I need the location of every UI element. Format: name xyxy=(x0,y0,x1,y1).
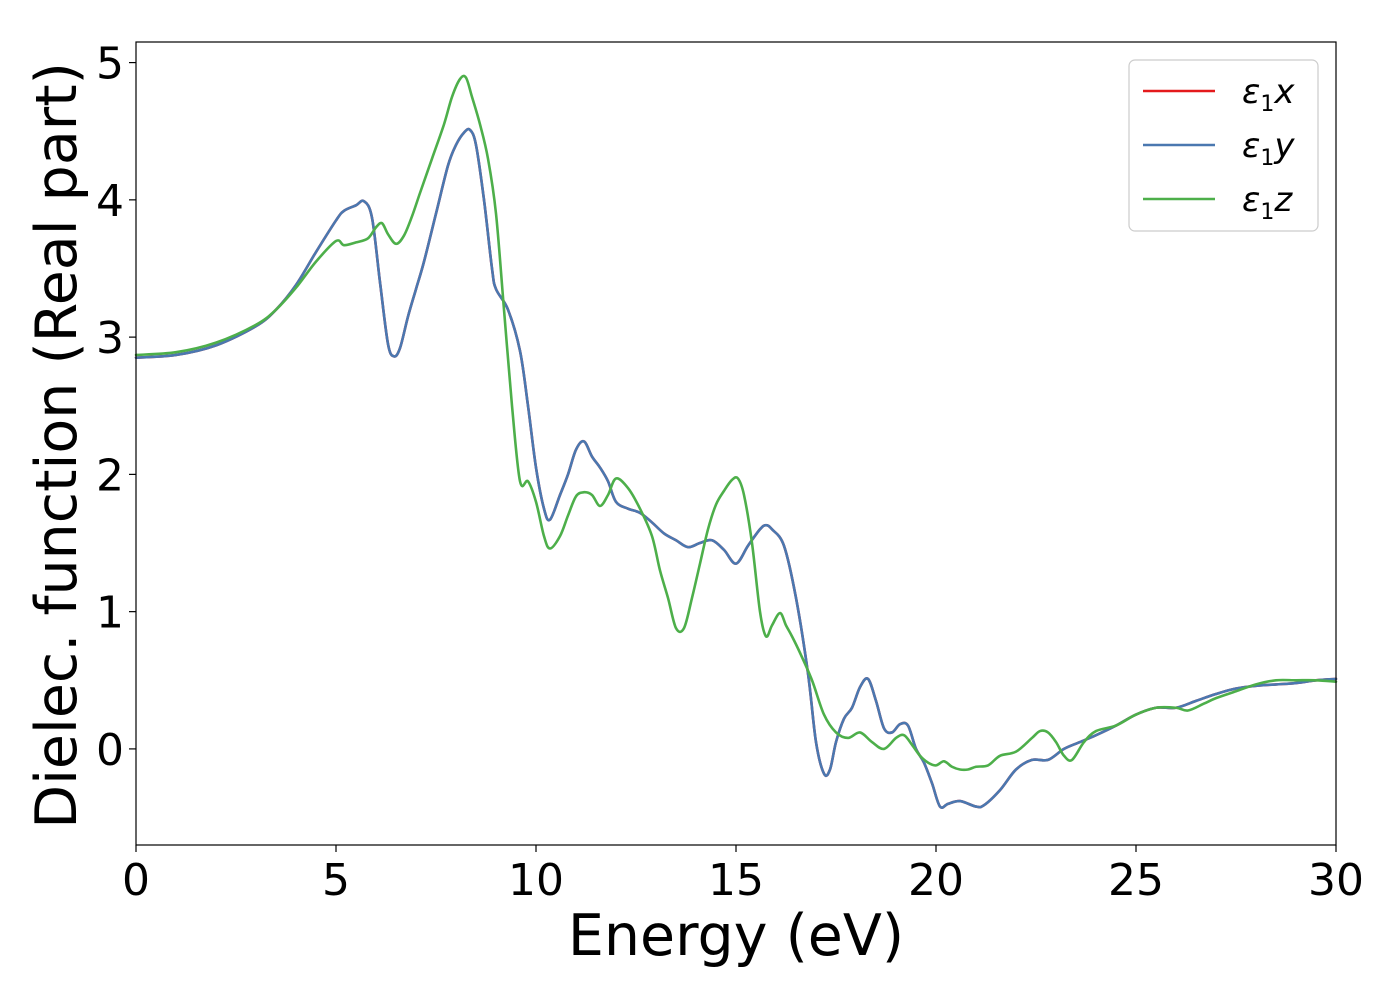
y-tick-label: 0 xyxy=(96,725,124,776)
x-tick-label: 25 xyxy=(1108,855,1164,906)
legend-label-z: ε1z xyxy=(1242,180,1293,225)
x-tick-label: 15 xyxy=(708,855,764,906)
legend-box xyxy=(1128,59,1319,232)
x-tick-label: 10 xyxy=(508,855,564,906)
y-axis-title: Dielec. function (Real part) xyxy=(24,62,90,829)
x-axis: 0 5 10 15 20 25 30 xyxy=(122,845,1364,906)
x-tick-label: 5 xyxy=(322,855,350,906)
y-tick-label: 4 xyxy=(96,176,124,227)
series-layer xyxy=(134,74,1338,809)
x-tick-label: 0 xyxy=(122,855,150,906)
y-axis: 0 1 2 3 4 5 xyxy=(96,39,136,776)
legend-label-y: ε1y xyxy=(1242,126,1295,171)
legend: ε1x ε1y ε1z xyxy=(1128,59,1319,232)
x-tick-label: 30 xyxy=(1308,855,1364,906)
series-line-y xyxy=(134,127,1338,809)
y-tick-label: 2 xyxy=(96,450,124,501)
y-tick-label: 1 xyxy=(96,588,124,639)
y-tick-label: 3 xyxy=(96,313,124,364)
legend-label-x: ε1x xyxy=(1242,72,1295,117)
y-tick-label: 5 xyxy=(96,39,124,90)
x-axis-title: Energy (eV) xyxy=(568,903,904,969)
x-tick-label: 20 xyxy=(908,855,964,906)
series-line-z xyxy=(134,74,1338,772)
